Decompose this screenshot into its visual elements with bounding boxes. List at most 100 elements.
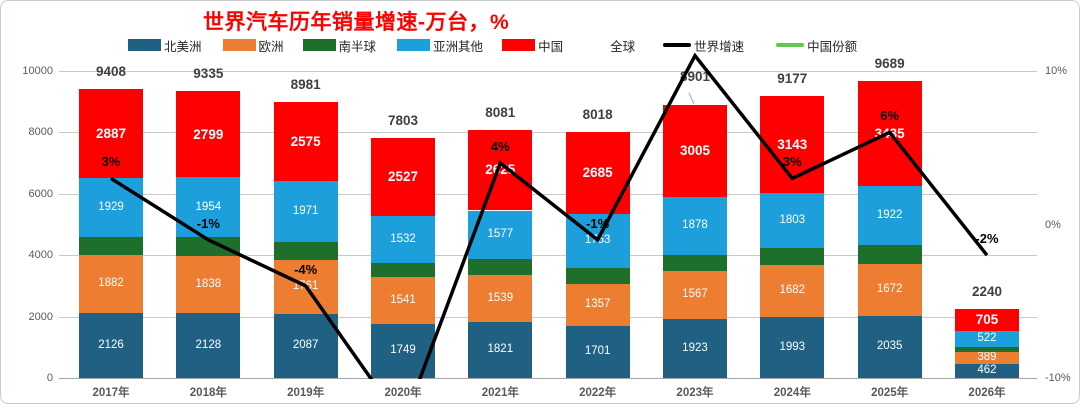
- bar-segment: 1878: [662, 196, 727, 255]
- bar-segment: 1541: [370, 276, 435, 325]
- y-axis-tick-left: 0: [46, 372, 53, 384]
- bar-segment-label: 1682: [779, 284, 806, 297]
- growth-pct-label: -1%: [586, 215, 610, 231]
- bar-segment: 1971: [273, 181, 338, 242]
- bar-total-label: 9177: [777, 71, 808, 87]
- bar-segment-label: 522: [977, 332, 997, 345]
- bar-segment: 2128: [176, 312, 241, 378]
- bar-segment: [176, 237, 241, 257]
- legend-item-7: 世界增速: [663, 36, 744, 55]
- bar-segment-label: 705: [975, 312, 999, 328]
- bar-total-label: 9689: [874, 55, 905, 71]
- x-axis-tick: 2017年: [92, 387, 130, 399]
- bar-segment-label: 1532: [390, 232, 416, 245]
- bar-segment: 705: [954, 309, 1019, 331]
- legend-color-swatch: [222, 39, 256, 51]
- x-axis-tick: 2018年: [189, 387, 227, 399]
- x-axis-tick: 2021年: [481, 387, 519, 399]
- bar-segment-label: 462: [977, 364, 997, 377]
- bar-segment: 1838: [176, 256, 241, 313]
- bar-segment: [954, 346, 1019, 352]
- bar-segment: 1532: [370, 216, 435, 264]
- legend-label: 南半球: [338, 39, 377, 54]
- bar-segment-label: 2799: [193, 126, 224, 142]
- gridline: [59, 71, 1037, 72]
- legend-label: 欧洲: [258, 39, 284, 54]
- bar-segment-label: 2685: [582, 165, 613, 181]
- bar-segment: 1993: [760, 316, 825, 378]
- bar-segment-label: 1357: [584, 298, 611, 311]
- bar-segment: [370, 263, 435, 277]
- world-growth-line: [110, 52, 989, 379]
- legend-color-swatch: [128, 39, 161, 51]
- bar-total-label: 9408: [95, 64, 127, 80]
- bar-segment: 3005: [662, 104, 727, 197]
- bar-segment: 1357: [565, 284, 630, 326]
- bar-segment-label: 2527: [387, 169, 418, 185]
- legend-color-swatch: [502, 39, 536, 51]
- bar-segment: 1682: [760, 265, 825, 317]
- bar-segment-label: 3005: [679, 143, 710, 159]
- bar-segment: 2126: [79, 312, 143, 378]
- bar-segment: 1922: [857, 186, 922, 245]
- x-axis-tick: 2026年: [968, 387, 1006, 399]
- bar-segment-label: 1929: [98, 200, 124, 213]
- legend-item-4: 亚洲其他: [397, 36, 483, 55]
- bar-segment-label: 2625: [485, 162, 516, 178]
- y-axis-tick-left: 8000: [28, 126, 53, 139]
- y-axis-tick-right: -10%: [1045, 372, 1071, 384]
- bar-segment-label: 2087: [292, 339, 319, 352]
- y-axis-tick-right: 0%: [1045, 218, 1061, 231]
- bar-segment-label: 1993: [779, 340, 806, 353]
- bar-segment: [468, 258, 533, 275]
- bar-segment-label: 389: [977, 351, 997, 364]
- bar-segment: 2887: [79, 89, 143, 178]
- y-axis-tick-left: 6000: [28, 187, 53, 200]
- growth-pct-label: 3%: [101, 154, 121, 170]
- bar-segment-label: 1923: [682, 341, 708, 354]
- bar-segment-label: 2126: [98, 338, 124, 351]
- legend-label: 全球: [610, 39, 636, 54]
- bar-segment: 2087: [273, 313, 338, 378]
- y-axis-tick-left: 2000: [28, 310, 53, 323]
- bar-segment-label: 1672: [876, 283, 903, 296]
- growth-pct-label: 3%: [782, 154, 802, 170]
- bar-segment: 1567: [662, 270, 727, 319]
- x-axis-tick: 2020年: [384, 387, 422, 399]
- bar-segment-label: 1539: [487, 291, 514, 304]
- bar-total-label: 8018: [582, 106, 613, 122]
- gridline: [59, 255, 1037, 257]
- legend-item-3: 南半球: [302, 36, 377, 55]
- chart-title: 世界汽车历年销量增速-万台，%: [203, 11, 510, 34]
- legend-color-swatch: [397, 39, 431, 51]
- bar-segment-label: 2035: [876, 340, 903, 352]
- legend-item-8: 中国份额: [776, 36, 857, 55]
- legend-label: 北美洲: [164, 39, 202, 54]
- x-axis-tick: 2023年: [676, 387, 714, 399]
- bar-segment-label: 2128: [195, 338, 222, 351]
- bar-segment-label: 1954: [195, 200, 222, 213]
- x-axis-tick: 2024年: [773, 387, 811, 399]
- bar-segment: 1882: [79, 254, 143, 313]
- bar-segment-label: 1803: [779, 213, 806, 226]
- bar-segment-label: 1567: [682, 288, 708, 301]
- bar-segment: 1929: [79, 177, 143, 238]
- legend-label: 中国份额: [807, 39, 858, 54]
- growth-pct-label: -1%: [196, 215, 220, 231]
- bar-total-label: 8981: [290, 77, 321, 93]
- bar-segment-label: 1701: [584, 345, 611, 358]
- growth-pct-label: -2%: [975, 231, 999, 247]
- bar-segment: 1672: [857, 264, 922, 316]
- legend-label: 中国: [538, 39, 564, 54]
- gridline: [59, 378, 1037, 379]
- bar-total-label: 2240: [971, 284, 1002, 300]
- x-axis-tick: 2025年: [871, 387, 909, 399]
- growth-pct-label: 4%: [490, 139, 510, 155]
- bar-segment: 462: [954, 363, 1019, 378]
- legend-item-1: 北美洲: [128, 36, 202, 55]
